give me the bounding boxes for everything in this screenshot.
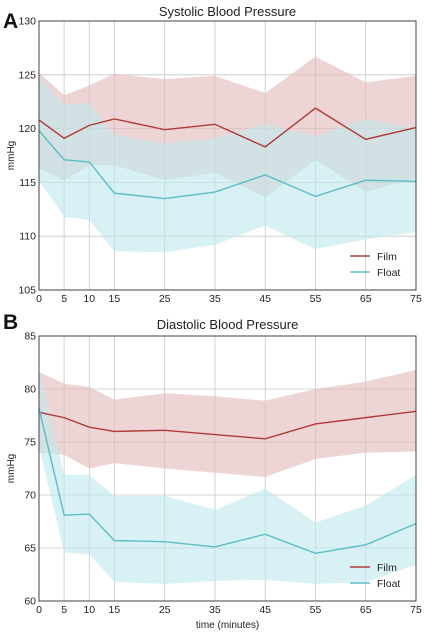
legend: Film Float — [350, 562, 400, 590]
x-tick-label: 75 — [410, 293, 422, 305]
legend-label-float: Float — [377, 267, 400, 279]
y-tick-label: 120 — [18, 123, 36, 135]
legend: Film Float — [350, 251, 400, 279]
x-tick-label: 75 — [410, 604, 422, 616]
plot-frame — [38, 20, 417, 291]
x-tick-label: 45 — [259, 293, 271, 305]
band-film — [39, 369, 416, 477]
y-tick-label: 75 — [24, 437, 36, 449]
series-line-film — [38, 107, 417, 148]
x-tick-label: 10 — [83, 604, 95, 616]
panel-letter: B — [3, 311, 18, 334]
x-tick-label: 0 — [36, 293, 42, 305]
x-tick-label: 15 — [109, 293, 121, 305]
y-tick-label: 105 — [18, 285, 36, 297]
x-tick-label: 55 — [310, 604, 322, 616]
y-tick-label: 65 — [24, 543, 36, 555]
y-axis-label: mmHg — [6, 454, 17, 483]
series-line-float — [38, 130, 417, 200]
x-tick-label: 25 — [159, 293, 171, 305]
x-tick-label: 35 — [209, 293, 221, 305]
panel-letter: A — [3, 10, 18, 33]
x-axis-label: time (minutes) — [196, 620, 259, 631]
x-tick-label: 15 — [109, 604, 121, 616]
y-tick-label: 130 — [18, 16, 36, 28]
y-tick-label: 60 — [24, 596, 36, 608]
plot-frame — [38, 335, 417, 602]
y-tick-label: 80 — [24, 384, 36, 396]
y-axis-label: mmHg — [6, 141, 17, 170]
x-tick-label: 35 — [209, 604, 221, 616]
chart-title: Diastolic Blood Pressure — [157, 317, 299, 332]
y-tick-label: 115 — [19, 177, 36, 189]
y-tick-label: 110 — [19, 231, 36, 243]
x-tick-label: 5 — [61, 604, 67, 616]
x-tick-label: 25 — [159, 604, 171, 616]
y-tick-label: 70 — [24, 490, 36, 502]
band-float — [39, 368, 416, 585]
band-float — [39, 76, 416, 253]
y-tick-label: 85 — [24, 331, 36, 343]
x-tick-label: 5 — [61, 293, 67, 305]
y-tick-label: 125 — [18, 69, 36, 81]
legend-label-film: Film — [377, 251, 397, 263]
legend-label-film: Film — [377, 562, 397, 574]
panel-a: 0 5 10 15 25 35 45 55 65 75 105 110 115 120 125 130 Syst… — [3, 4, 422, 305]
x-tick-label: 55 — [310, 293, 322, 305]
legend-label-float: Float — [377, 578, 400, 590]
panel-b: 0 5 10 15 25 35 45 55 65 75 60 65 70 75 80 85 Diastolic … — [3, 311, 422, 631]
x-tick-label: 65 — [360, 604, 372, 616]
x-tick-label: 10 — [83, 293, 95, 305]
series-line-film — [38, 410, 417, 440]
chart-title: Systolic Blood Pressure — [159, 4, 296, 19]
x-tick-label: 0 — [36, 604, 42, 616]
x-tick-label: 65 — [360, 293, 372, 305]
x-tick-label: 45 — [259, 604, 271, 616]
series-line-float — [38, 407, 417, 555]
